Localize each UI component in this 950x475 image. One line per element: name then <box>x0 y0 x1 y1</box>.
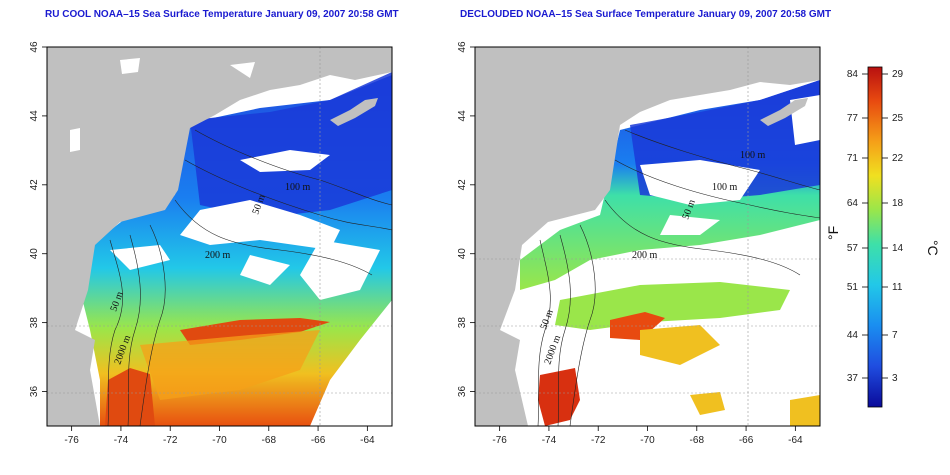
left-nova-scotia <box>330 98 378 126</box>
colorbar-f-tick-label: 44 <box>847 330 859 341</box>
left-y-tick-label: 42 <box>29 179 40 191</box>
colorbar-c-tick-label: 7 <box>892 330 898 341</box>
colorbar-ticks: 84 77 71 64 57 51 44 37 29 25 22 18 14 11 7 3 <box>847 69 904 384</box>
right-axes: -76 -74 -72 -70 -68 -66 -64 36 38 40 42 44 46 <box>457 41 803 446</box>
right-x-tick-label: -72 <box>591 435 606 446</box>
right-y-tick-label: 44 <box>457 110 468 122</box>
right-y-tick-label: 42 <box>457 179 468 191</box>
right-nova-scotia <box>760 98 808 126</box>
left-contours <box>107 129 392 426</box>
left-x-tick-label: -72 <box>163 435 178 446</box>
right-green-band <box>555 282 790 330</box>
right-y-tick-label: 38 <box>457 317 468 329</box>
right-x-tick-label: -76 <box>492 435 507 446</box>
right-y-tick-label: 40 <box>457 248 468 260</box>
colorbar <box>867 66 883 408</box>
right-x-tick-label: -70 <box>640 435 655 446</box>
left-x-tick-label: -76 <box>64 435 79 446</box>
right-x-tick-label: -74 <box>542 435 557 446</box>
colorbar-c-tick-label: 14 <box>892 243 904 254</box>
left-y-tick-label: 44 <box>29 110 40 122</box>
right-x-tick-label: -66 <box>739 435 754 446</box>
right-contours <box>537 129 820 426</box>
colorbar-f-tick-label: 57 <box>847 243 859 254</box>
colorbar-c-tick-label: 3 <box>892 373 898 384</box>
colorbar-c-tick-label: 25 <box>892 113 904 124</box>
left-land <box>47 47 392 426</box>
right-map-panel: 100 m 100 m 50 m 200 m 50 m 2000 m <box>475 47 820 426</box>
right-contour-label-100m-north: 100 m <box>740 150 766 161</box>
right-x-tick-label: -64 <box>788 435 803 446</box>
left-x-tick-label: -68 <box>262 435 277 446</box>
left-contour-label-100m: 100 m <box>285 182 311 193</box>
right-land <box>475 47 820 426</box>
colorbar-f-tick-label: 37 <box>847 373 859 384</box>
left-y-tick-label: 38 <box>29 317 40 329</box>
colorbar-f-tick-label: 51 <box>847 282 859 293</box>
left-y-tick-label: 40 <box>29 248 40 260</box>
colorbar-c-tick-label: 29 <box>892 69 904 80</box>
right-x-tick-label: -68 <box>690 435 705 446</box>
left-cold-north <box>190 72 392 218</box>
colorbar-f-tick-label: 84 <box>847 69 859 80</box>
right-red-core <box>538 368 580 426</box>
right-warm-patch <box>610 312 665 340</box>
left-clouds <box>110 150 380 300</box>
right-y-tick-label: 36 <box>457 386 468 398</box>
left-axes: -76 -74 -72 -70 -68 -66 -64 36 38 40 42 44 46 <box>29 41 375 446</box>
left-x-tick-label: -66 <box>311 435 326 446</box>
right-panel-title: DECLOUDED NOAA–15 Sea Surface Temperatur… <box>460 9 832 20</box>
right-gridlines <box>475 47 820 426</box>
colorbar-f-tick-label: 71 <box>847 153 859 164</box>
colorbar-c-tick-label: 22 <box>892 153 904 164</box>
right-y-tick-label: 46 <box>457 41 468 53</box>
left-x-tick-label: -70 <box>212 435 227 446</box>
left-map-panel: 100 m 50 m 200 m 50 m 2000 m <box>47 47 392 426</box>
colorbar-fahrenheit-unit: °F <box>825 226 841 240</box>
left-panel-title: RU COOL NOAA–15 Sea Surface Temperature … <box>45 9 399 20</box>
left-y-tick-label: 46 <box>29 41 40 53</box>
left-warm-band <box>140 330 320 400</box>
colorbar-celsius-unit: °C <box>925 240 941 256</box>
left-y-tick-label: 36 <box>29 386 40 398</box>
colorbar-c-tick-label: 11 <box>892 282 903 293</box>
left-x-tick-label: -64 <box>360 435 375 446</box>
colorbar-c-tick-label: 18 <box>892 198 904 209</box>
left-gridlines <box>47 47 392 426</box>
right-yellow-patch <box>640 325 820 426</box>
right-contour-label-200m: 200 m <box>632 250 658 261</box>
colorbar-f-tick-label: 64 <box>847 198 859 209</box>
left-contour-label-200m: 200 m <box>205 250 231 261</box>
right-contour-label-100m: 100 m <box>712 182 738 193</box>
colorbar-f-tick-label: 77 <box>847 113 859 124</box>
left-land-clouds <box>70 58 255 152</box>
left-x-tick-label: -74 <box>114 435 129 446</box>
